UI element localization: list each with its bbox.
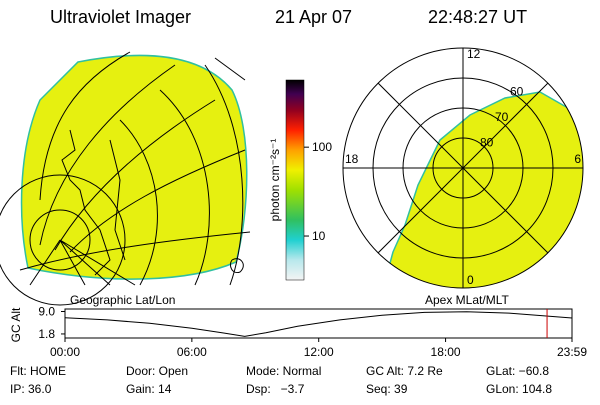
geo-label: Geographic Lat/Lon	[70, 293, 175, 307]
mlt-label: 12	[467, 47, 481, 61]
mlt-label: 6	[574, 152, 581, 166]
x-tick-label: 06:00	[177, 345, 207, 359]
colorbar	[285, 79, 305, 281]
lat-ring-label: 60	[510, 85, 524, 99]
mlt-label: 18	[345, 152, 359, 166]
status-field: IP: 36.0	[10, 382, 52, 396]
y-tick-label: 1.8	[38, 327, 55, 341]
lat-ring	[402, 107, 524, 229]
altitude-line	[64, 311, 573, 337]
mlt-label: 0	[467, 273, 474, 287]
colorbar-label: photon cm⁻²s⁻¹	[268, 139, 282, 222]
lat-ring	[372, 77, 554, 259]
lat-ring-label: 70	[495, 110, 509, 124]
date: 21 Apr 07	[275, 7, 352, 27]
lat-ring	[432, 137, 494, 199]
status-field: Door: Open	[126, 364, 188, 378]
status-field: Flt: HOME	[10, 364, 66, 378]
status-field: Dsp: −3.7	[246, 382, 305, 396]
status-field: Gain: 14	[126, 382, 172, 396]
x-tick-label: 23:59	[557, 345, 587, 359]
y-tick-label: 9.0	[38, 304, 55, 318]
status-field: GLon: 104.8	[486, 382, 552, 396]
x-tick-label: 00:00	[50, 345, 80, 359]
status-field: Mode: Normal	[246, 364, 321, 378]
status-field: GC Alt: 7.2 Re	[366, 364, 443, 378]
polar-label: Apex MLat/MLT	[425, 293, 509, 307]
title: Ultraviolet Imager	[50, 7, 191, 27]
geo-image	[0, 51, 251, 306]
status-field: Seq: 39	[366, 382, 408, 396]
polar-image	[379, 91, 583, 288]
time: 22:48:27 UT	[428, 7, 527, 27]
x-tick-label: 18:00	[431, 345, 461, 359]
polar-grid	[342, 47, 584, 289]
colorbar-tick-label: 100	[312, 140, 332, 154]
colorbar-tick-label: 10	[312, 229, 326, 243]
lat-ring-label: 80	[480, 136, 494, 150]
status-field: GLat: −60.8	[486, 364, 549, 378]
x-tick-label: 12:00	[304, 345, 334, 359]
altitude-label: GC Alt	[9, 307, 23, 342]
